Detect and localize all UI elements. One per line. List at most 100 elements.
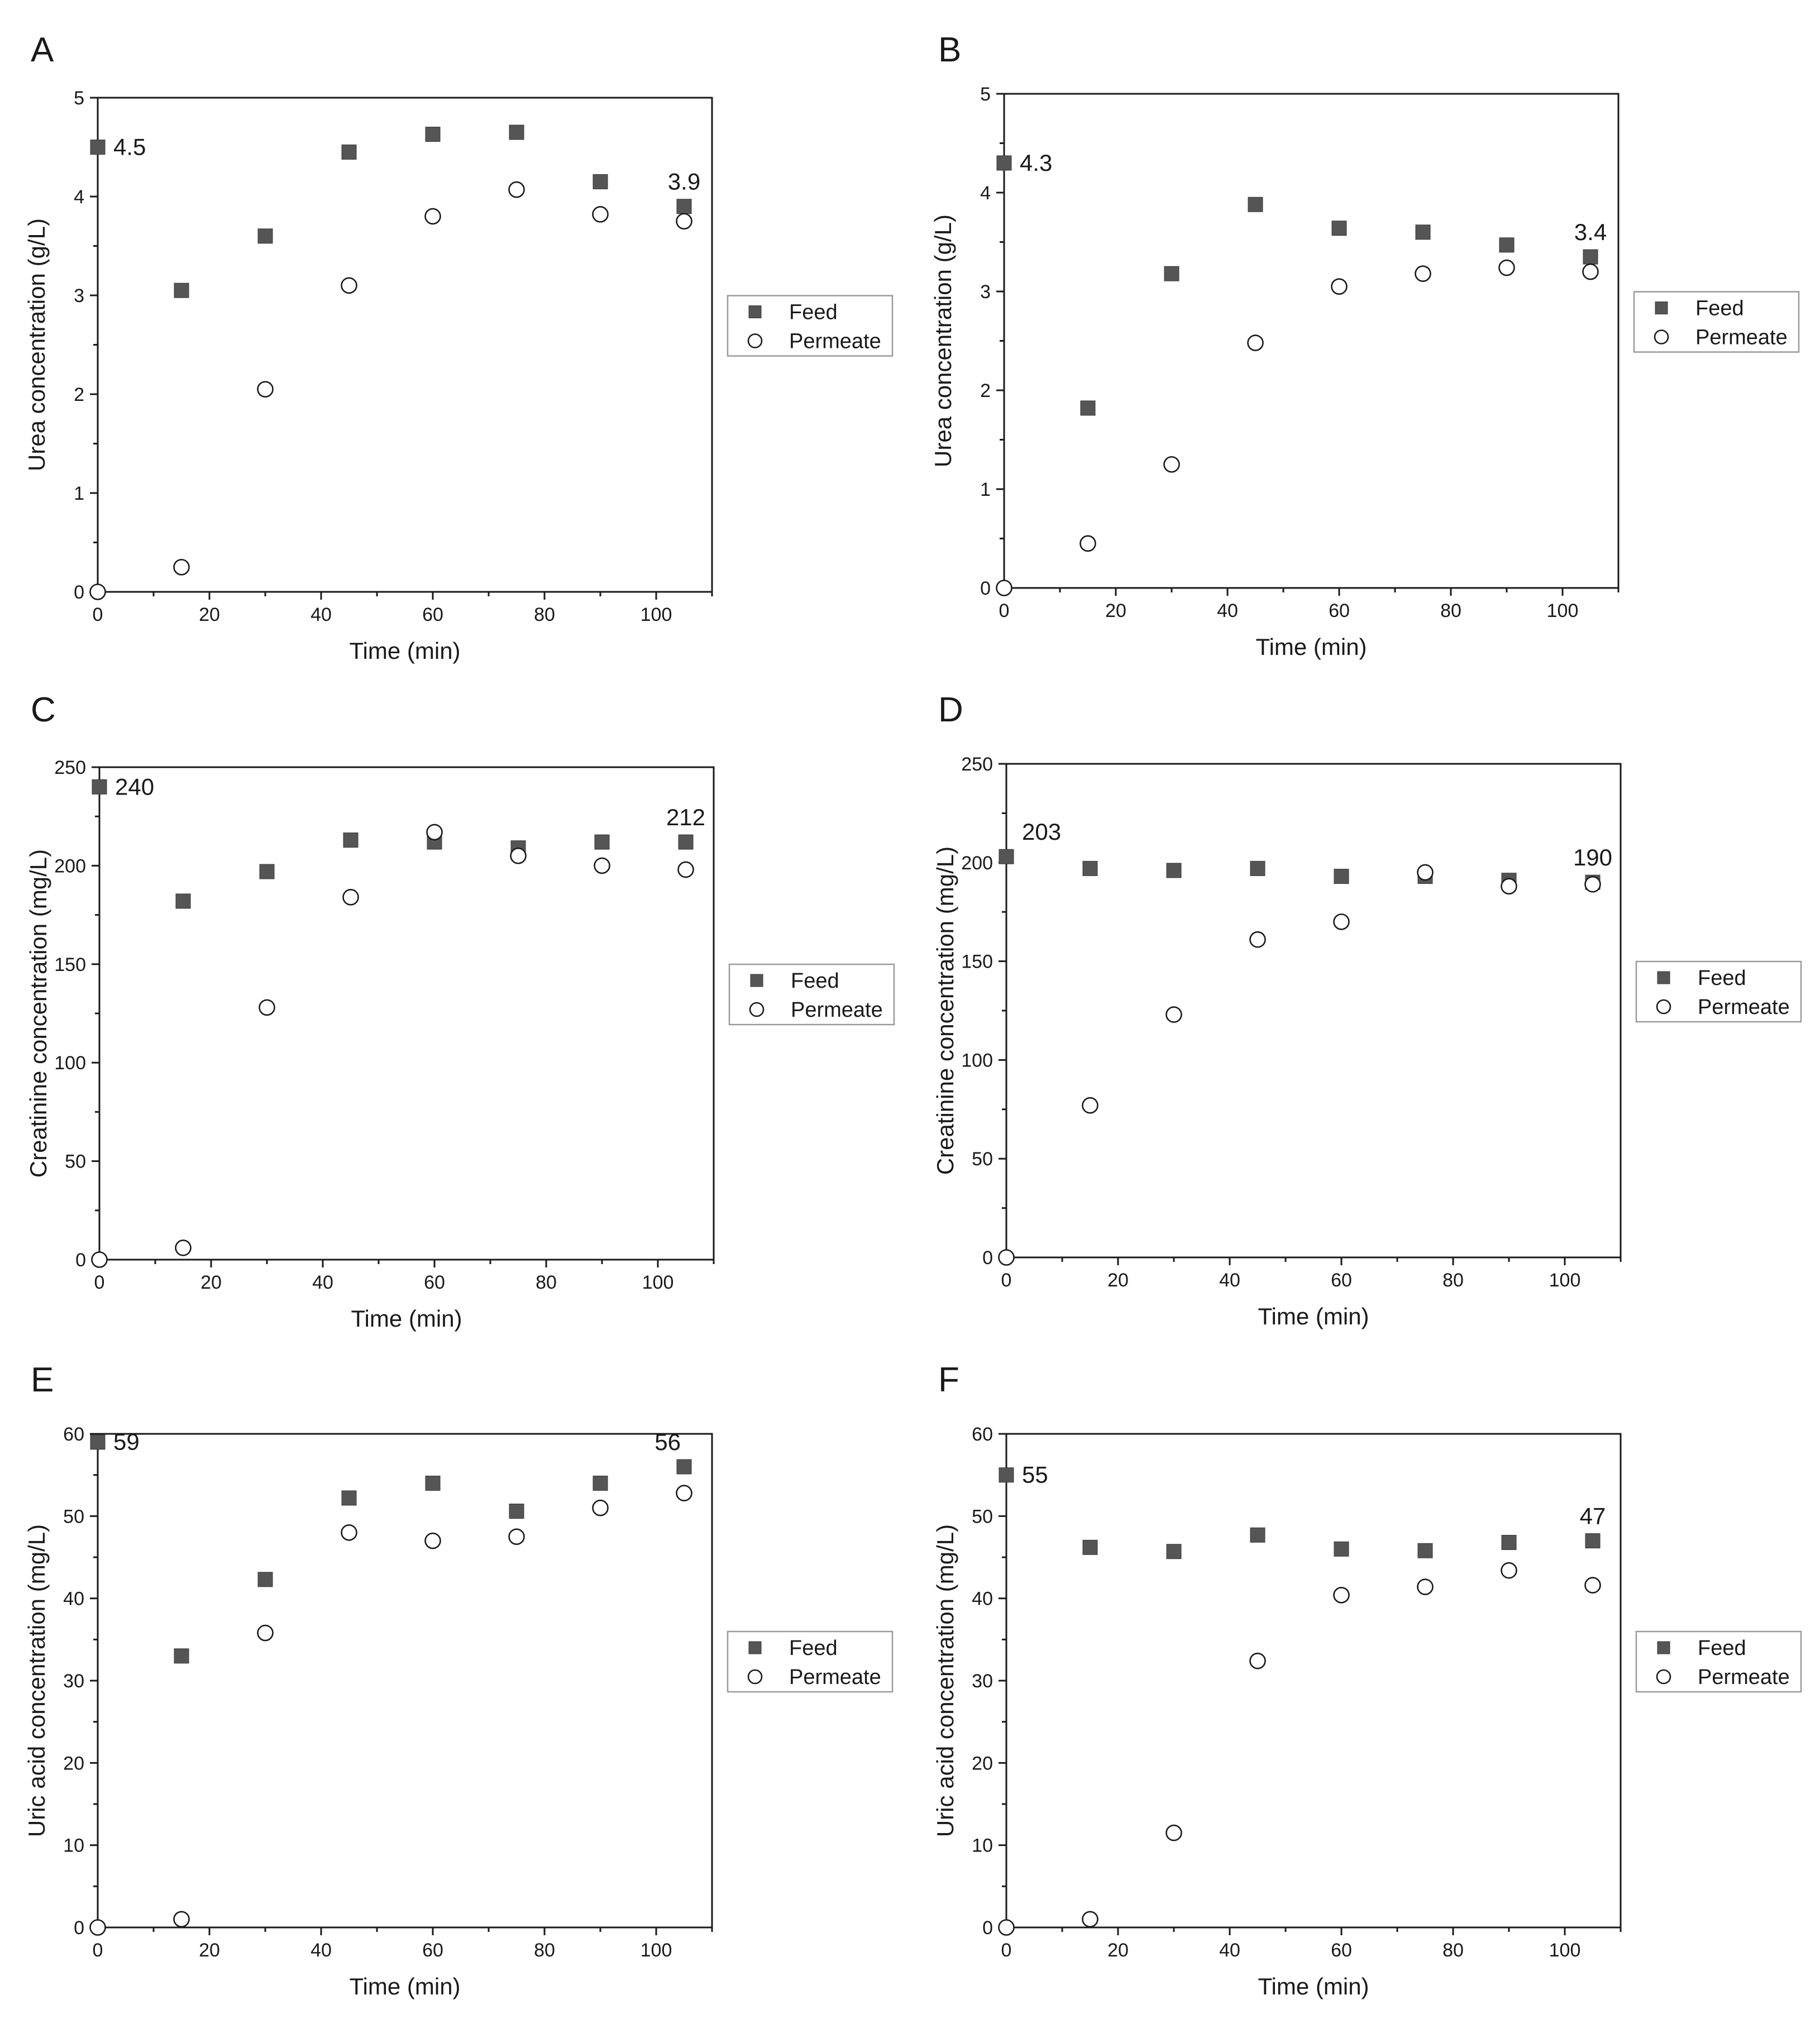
x-tick-label: 40 bbox=[312, 1272, 333, 1293]
legend-permeate-label: Permeate bbox=[1695, 326, 1788, 350]
feed-point bbox=[1250, 860, 1265, 876]
x-tick-label: 80 bbox=[1440, 600, 1461, 621]
permeate-point bbox=[592, 1499, 609, 1516]
permeate-point bbox=[1249, 931, 1266, 948]
legend-feed-marker bbox=[1657, 1641, 1670, 1654]
panel-d: D 0 20 40 60 80 100 0 50 100 150 200 250 Time (min) Cr… bbox=[932, 691, 1802, 1329]
y-tick-label: 5 bbox=[74, 88, 84, 109]
feed-point bbox=[1166, 863, 1182, 878]
feed-point bbox=[1248, 197, 1263, 212]
data-annotation: 4.3 bbox=[1020, 150, 1052, 176]
x-tick-label: 100 bbox=[1549, 1940, 1581, 1961]
legend-feed-label: Feed bbox=[789, 301, 838, 324]
plot-frame bbox=[97, 1433, 713, 1929]
feed-point bbox=[999, 1467, 1014, 1483]
y-tick-label: 60 bbox=[972, 1424, 993, 1445]
data-annotation: 4.5 bbox=[113, 134, 146, 160]
permeate-point bbox=[1165, 1006, 1182, 1023]
x-tick-label: 100 bbox=[641, 604, 672, 625]
data-annotation: 47 bbox=[1580, 1503, 1606, 1529]
x-tick-label: 80 bbox=[1442, 1940, 1464, 1961]
y-tick-label: 0 bbox=[980, 578, 991, 599]
x-axis-title: Time (min) bbox=[349, 638, 460, 664]
permeate-point bbox=[89, 583, 106, 600]
x-axis-title: Time (min) bbox=[1258, 1973, 1369, 1999]
data-annotation: 212 bbox=[666, 804, 705, 830]
x-tick-label: 40 bbox=[1217, 600, 1238, 621]
y-tick-label: 60 bbox=[63, 1424, 84, 1445]
y-tick-label: 30 bbox=[972, 1671, 993, 1692]
feed-point bbox=[676, 199, 692, 214]
feed-point bbox=[1501, 1534, 1517, 1550]
y-tick-label: 200 bbox=[54, 855, 86, 877]
x-tick-label: 0 bbox=[93, 604, 103, 625]
feed-point bbox=[1585, 1533, 1601, 1549]
permeate-point bbox=[1415, 265, 1431, 282]
x-tick-label: 80 bbox=[536, 1272, 557, 1293]
permeate-point bbox=[341, 277, 357, 294]
x-tick-label: 80 bbox=[1442, 1270, 1464, 1291]
legend-feed-label: Feed bbox=[791, 969, 839, 993]
legend: Feed Permeate bbox=[727, 1630, 894, 1693]
panel-c: C 0 20 40 60 80 100 0 50 100 150 200 250 Time (min) Cr… bbox=[25, 691, 895, 1332]
y-axis-title: Creatinine concentration (mg/L) bbox=[25, 849, 51, 1178]
y-tick-label: 250 bbox=[961, 754, 993, 775]
y-tick-label: 30 bbox=[63, 1671, 84, 1692]
legend-feed-marker bbox=[1657, 971, 1670, 984]
y-tick-label: 10 bbox=[972, 1835, 993, 1857]
x-tick-label: 20 bbox=[1105, 600, 1126, 621]
x-axis-title: Time (min) bbox=[1255, 634, 1367, 660]
feed-point bbox=[1082, 860, 1098, 876]
x-axis-title: Time (min) bbox=[349, 1973, 460, 1999]
plot-frame bbox=[98, 766, 715, 1261]
plot-frame bbox=[97, 97, 713, 593]
y-tick-label: 0 bbox=[75, 1250, 86, 1271]
feed-point bbox=[996, 155, 1012, 171]
feed-point bbox=[1080, 400, 1096, 416]
y-tick-label: 50 bbox=[972, 1149, 993, 1170]
permeate-point bbox=[1501, 878, 1517, 895]
feed-point bbox=[175, 893, 191, 909]
feed-point bbox=[593, 1475, 608, 1491]
feed-point bbox=[174, 1648, 189, 1664]
panel-b: B 0 20 40 60 80 100 0 1 2 3 4 5 Time (min) Urea concen… bbox=[930, 31, 1800, 660]
permeate-point bbox=[424, 1532, 441, 1549]
x-tick-label: 0 bbox=[93, 1940, 103, 1961]
legend-feed-marker bbox=[748, 305, 762, 318]
x-tick-label: 0 bbox=[1001, 1270, 1012, 1291]
feed-point bbox=[1417, 1543, 1433, 1558]
legend: Feed Permeate bbox=[728, 963, 895, 1026]
y-tick-label: 0 bbox=[74, 582, 84, 603]
legend: Feed Permeate bbox=[1635, 960, 1802, 1023]
feed-point bbox=[90, 140, 106, 155]
feed-point bbox=[1499, 237, 1515, 253]
legend: Feed Permeate bbox=[1633, 291, 1800, 353]
x-tick-label: 60 bbox=[1331, 1940, 1352, 1961]
x-tick-label: 40 bbox=[1219, 1940, 1240, 1961]
panel-e: E 0 20 40 60 80 100 0 10 20 30 40 50 60 Time (min) Uric… bbox=[23, 1361, 894, 1999]
plot-frame bbox=[1003, 93, 1620, 589]
feed-point bbox=[90, 1434, 106, 1450]
permeate-point bbox=[1082, 1911, 1098, 1928]
y-axis-title: Urea concentration (g/L) bbox=[23, 218, 50, 471]
x-tick-label: 60 bbox=[422, 604, 443, 625]
feed-point bbox=[341, 144, 357, 160]
y-tick-label: 250 bbox=[54, 757, 86, 778]
permeate-point bbox=[1498, 259, 1515, 276]
x-tick-label: 100 bbox=[1549, 1270, 1581, 1291]
y-axis-title: Uric acid concentration (mg/L) bbox=[23, 1524, 50, 1837]
data-annotation: 190 bbox=[1573, 844, 1612, 870]
permeate-point bbox=[257, 381, 274, 398]
permeate-point bbox=[1584, 1577, 1601, 1594]
y-axis-title: Uric acid concentration (mg/L) bbox=[932, 1524, 958, 1837]
permeate-point bbox=[91, 1251, 108, 1268]
permeate-point bbox=[426, 824, 443, 841]
feed-point bbox=[593, 174, 608, 189]
permeate-point bbox=[510, 847, 527, 864]
feed-point bbox=[1164, 266, 1179, 281]
feed-point bbox=[92, 779, 107, 795]
legend-feed-marker bbox=[1655, 302, 1668, 314]
panel-letter: A bbox=[31, 31, 54, 69]
x-tick-label: 60 bbox=[1331, 1270, 1352, 1291]
